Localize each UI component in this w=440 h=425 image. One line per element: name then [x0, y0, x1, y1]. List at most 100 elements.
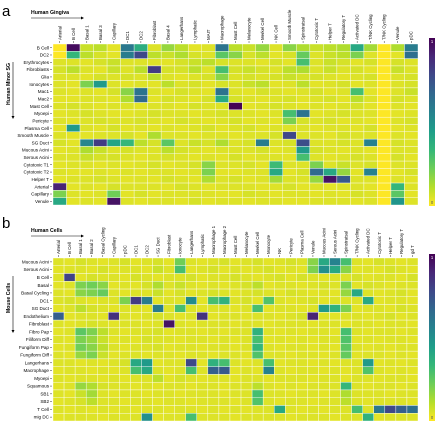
- heatmap-cell: [340, 296, 352, 305]
- heatmap-cell: [269, 102, 284, 111]
- heatmap-cell: [52, 58, 67, 67]
- heatmap-cell: [351, 381, 363, 391]
- heatmap-cell: [141, 288, 153, 298]
- heatmap-cell: [251, 281, 264, 290]
- heatmap-cell: [362, 281, 374, 290]
- heatmap-cell: [174, 389, 186, 398]
- heatmap-cell: [120, 116, 135, 125]
- heatmap-cell: [85, 381, 98, 391]
- heatmap-cell: [363, 175, 378, 184]
- heatmap-cell: [201, 51, 216, 59]
- x-axis-arrowhead: [81, 234, 84, 238]
- heatmap-cell: [329, 374, 341, 383]
- heatmap-cell: [52, 65, 67, 74]
- heatmap-cell: [196, 257, 209, 266]
- heatmap-cell: [152, 343, 164, 352]
- heatmap-cell: [251, 312, 264, 321]
- heatmap-cell: [97, 265, 109, 274]
- heatmap-cell: [340, 312, 352, 321]
- heatmap-panel-a: a Human Gingiva Human Minor SG Arterial B Ce…: [2, 3, 435, 206]
- heatmap-cell: [336, 160, 351, 169]
- heatmap-cell: [406, 374, 419, 383]
- heatmap-cell: [307, 265, 319, 274]
- heatmap-cell: [282, 146, 297, 154]
- heatmap-cell: [323, 146, 338, 154]
- heatmap-cell: [340, 273, 352, 282]
- heatmap-cell: [395, 288, 408, 298]
- heatmap-cell: [274, 312, 286, 321]
- heatmap-cell: [207, 381, 220, 391]
- heatmap-cell: [404, 138, 419, 147]
- heatmap-cell: [120, 95, 135, 103]
- x-tick-label: Merkel Cell: [260, 18, 265, 40]
- heatmap-cell: [296, 87, 311, 96]
- heatmap-cell: [133, 80, 148, 89]
- x-tick-label: Basal 3: [98, 25, 103, 40]
- heatmap-cell: [285, 343, 297, 352]
- heatmap-cell: [66, 80, 81, 89]
- heatmap-cell: [351, 319, 363, 329]
- heatmap-cell: [274, 413, 286, 422]
- heatmap-cell: [340, 327, 352, 336]
- heatmap-cell: [63, 374, 76, 383]
- heatmap-cell: [52, 273, 65, 282]
- heatmap-cell: [329, 343, 341, 352]
- heatmap-cell: [285, 413, 297, 422]
- heatmap-cell: [406, 413, 419, 422]
- heatmap-cell: [395, 257, 408, 266]
- heatmap-cell: [362, 350, 374, 360]
- heatmap-cell: [93, 131, 108, 140]
- heatmap-cell: [282, 102, 297, 111]
- heatmap-cell: [390, 73, 405, 81]
- heatmap-cell: [255, 58, 270, 67]
- heatmap-cell: [362, 374, 374, 383]
- heatmap-cell: [79, 160, 94, 169]
- heatmap-cell: [269, 87, 284, 96]
- heatmap-cell: [52, 51, 67, 59]
- heatmap-cell: [207, 273, 220, 282]
- y-tick-label: Myoepi: [34, 376, 49, 381]
- heatmap-cell: [185, 405, 197, 414]
- heatmap-cell: [174, 265, 186, 274]
- heatmap-cell: [307, 389, 319, 398]
- heatmap-cell: [52, 366, 65, 375]
- heatmap-cell: [97, 405, 109, 414]
- heatmap-cell: [130, 366, 142, 375]
- heatmap-cell: [74, 312, 87, 321]
- heatmap-cell: [323, 65, 338, 74]
- heatmap-cell: [228, 116, 243, 125]
- heatmap-cell: [85, 296, 98, 305]
- heatmap-cell: [163, 304, 175, 313]
- heatmap-cell: [395, 366, 408, 375]
- heatmap-cell: [63, 366, 76, 375]
- heatmap-cell: [262, 335, 275, 344]
- heatmap-cell: [207, 327, 220, 336]
- heatmap-cell: [163, 381, 175, 391]
- heatmap-cell: [120, 131, 135, 140]
- heatmap-cell: [229, 327, 242, 336]
- heatmap-cell: [296, 381, 308, 391]
- heatmap-cell: [318, 405, 330, 414]
- heatmap-cell: [52, 413, 65, 422]
- heatmap-cell: [120, 168, 135, 176]
- heatmap-cell: [309, 175, 324, 184]
- heatmap-cell: [215, 109, 229, 118]
- heatmap-cell: [174, 168, 189, 176]
- heatmap-cell: [229, 366, 242, 375]
- heatmap-cell: [318, 327, 330, 336]
- heatmap-cell: [74, 343, 87, 352]
- heatmap-cell: [185, 335, 197, 344]
- heatmap-cell: [255, 138, 270, 147]
- heatmap-cell: [108, 358, 120, 367]
- heatmap-cell: [152, 335, 164, 344]
- heatmap-cell: [296, 138, 311, 147]
- heatmap-cell: [350, 197, 365, 206]
- heatmap-cell: [52, 124, 67, 133]
- x-axis-arrowhead: [81, 16, 84, 20]
- heatmap-cell: [215, 190, 229, 198]
- heatmap-cell: [269, 153, 284, 162]
- heatmap-cell: [350, 131, 365, 140]
- heatmap-cell: [133, 73, 148, 81]
- heatmap-cell: [406, 312, 419, 321]
- heatmap-cell: [187, 168, 202, 176]
